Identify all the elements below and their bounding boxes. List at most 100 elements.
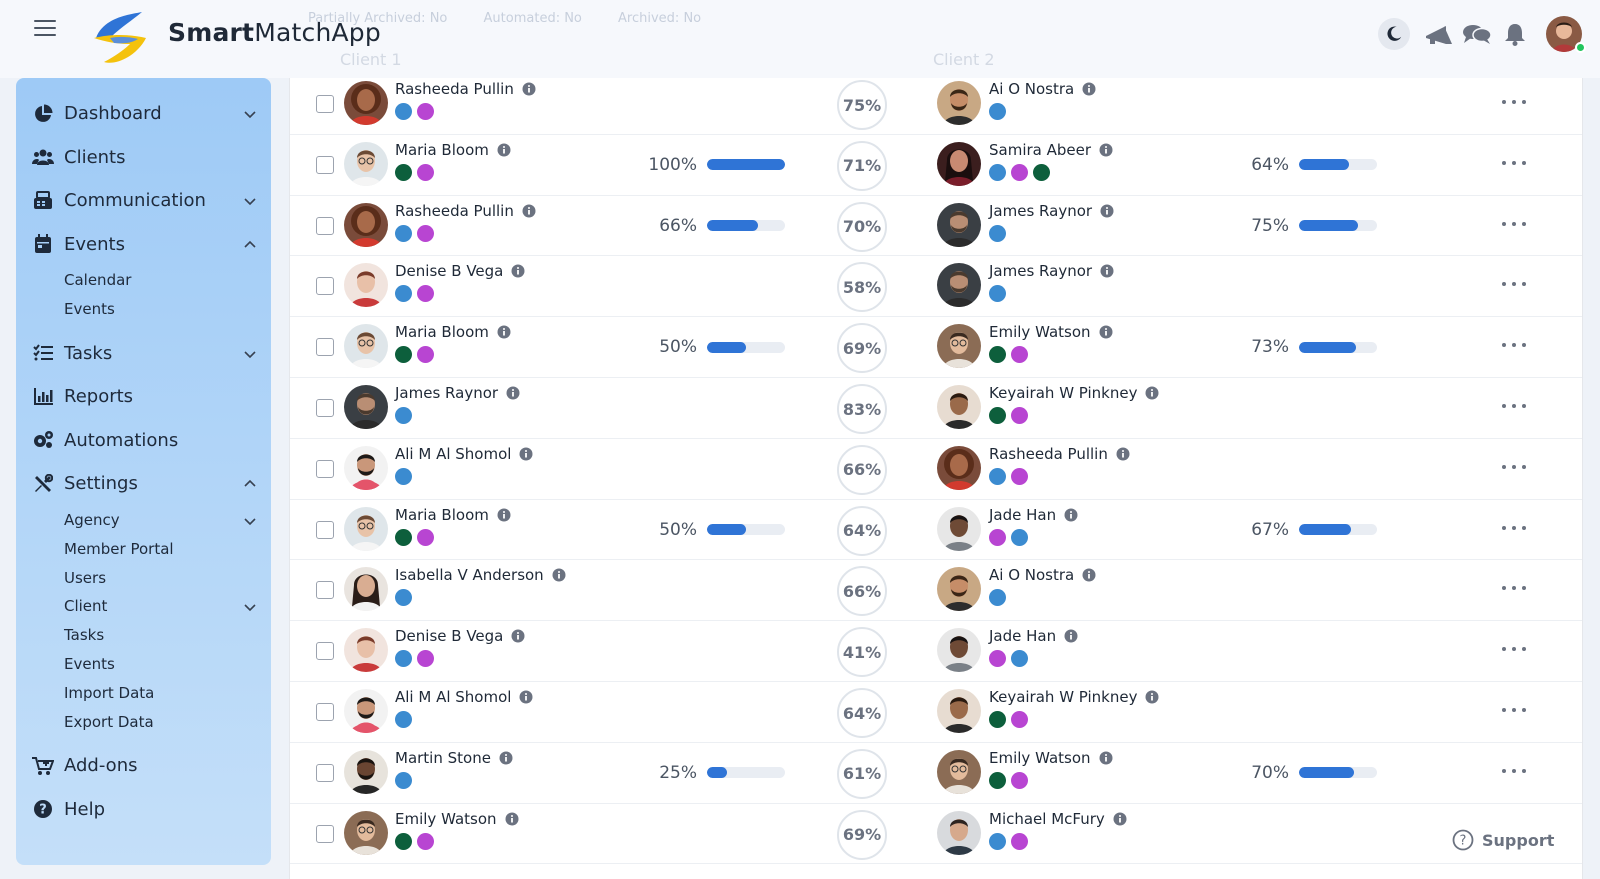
sidebar-item-settings[interactable]: Settings <box>16 462 271 506</box>
more-actions-icon[interactable] <box>1502 337 1526 353</box>
avatar[interactable] <box>937 506 981 551</box>
match-score[interactable]: 71% <box>837 140 887 191</box>
more-actions-icon[interactable] <box>1502 216 1526 232</box>
info-icon[interactable] <box>1116 447 1130 461</box>
row-checkbox[interactable] <box>316 95 334 113</box>
match-score[interactable]: 66% <box>837 444 887 495</box>
avatar[interactable] <box>344 202 388 247</box>
info-icon[interactable] <box>519 690 533 704</box>
row-checkbox[interactable] <box>316 763 334 782</box>
client-name-text[interactable]: Emily Watson <box>989 748 1091 767</box>
filter-chip[interactable]: Automated: No <box>483 11 582 26</box>
row-checkbox[interactable] <box>316 459 334 478</box>
more-actions-icon[interactable] <box>1502 580 1526 596</box>
sidebar-subitem-agency[interactable]: Agency <box>16 506 271 535</box>
filter-chip[interactable]: Archived: No <box>618 11 702 26</box>
avatar[interactable] <box>344 324 388 369</box>
info-icon[interactable] <box>499 751 513 765</box>
avatar[interactable] <box>937 567 981 612</box>
avatar[interactable] <box>937 263 981 308</box>
info-icon[interactable] <box>1100 264 1114 278</box>
notifications-button[interactable] <box>1498 19 1532 49</box>
match-score[interactable]: 58% <box>837 262 887 313</box>
info-icon[interactable] <box>1145 386 1159 400</box>
chevron-down-icon[interactable] <box>243 600 257 614</box>
chevron-up-icon[interactable] <box>243 237 257 251</box>
sidebar-item-addons[interactable]: Add-ons <box>16 744 271 788</box>
match-score[interactable]: 41% <box>837 627 887 678</box>
announcements-button[interactable] <box>1422 19 1456 49</box>
avatar[interactable] <box>937 385 981 429</box>
avatar[interactable] <box>344 628 388 673</box>
client-name-text[interactable]: Rasheeda Pullin <box>989 444 1108 463</box>
client-name-text[interactable]: Jade Han <box>989 627 1057 646</box>
sidebar-item-clients[interactable]: Clients <box>16 136 271 180</box>
info-icon[interactable] <box>519 447 533 461</box>
match-score[interactable]: 64% <box>837 505 887 556</box>
client-name-text[interactable]: Denise B Vega <box>395 262 504 281</box>
row-checkbox[interactable] <box>316 216 334 235</box>
client-name-text[interactable]: Emily Watson <box>989 323 1091 342</box>
avatar[interactable] <box>937 324 981 369</box>
messages-button[interactable] <box>1460 19 1494 49</box>
info-icon[interactable] <box>497 143 511 157</box>
sidebar-item-events[interactable]: Events <box>16 223 271 267</box>
row-checkbox[interactable] <box>316 338 334 357</box>
row-checkbox[interactable] <box>316 399 334 417</box>
client-name-text[interactable]: Jade Han <box>989 505 1057 524</box>
sidebar-item-reports[interactable]: Reports <box>16 375 271 419</box>
client-name-text[interactable]: Rasheeda Pullin <box>395 201 514 220</box>
more-actions-icon[interactable] <box>1502 641 1526 657</box>
info-icon[interactable] <box>1082 82 1096 96</box>
more-actions-icon[interactable] <box>1502 94 1526 110</box>
client-name-text[interactable]: Ali M Al Shomol <box>395 688 512 706</box>
avatar[interactable] <box>937 81 981 125</box>
info-icon[interactable] <box>1099 325 1113 339</box>
dark-mode-toggle[interactable] <box>1378 18 1410 50</box>
menu-icon[interactable] <box>34 20 56 36</box>
info-icon[interactable] <box>1100 204 1114 218</box>
match-score[interactable]: 75% <box>837 80 887 130</box>
client-name-text[interactable]: James Raynor <box>989 262 1093 281</box>
chevron-up-icon[interactable] <box>243 476 257 490</box>
info-icon[interactable] <box>497 508 511 522</box>
row-checkbox[interactable] <box>316 520 334 539</box>
more-actions-icon[interactable] <box>1502 155 1526 171</box>
row-checkbox[interactable] <box>316 155 334 174</box>
sidebar-subitem-client[interactable]: Client <box>16 592 271 621</box>
avatar[interactable] <box>937 810 981 855</box>
info-icon[interactable] <box>1082 568 1096 582</box>
client-name-text[interactable]: Keyairah W Pinkney <box>989 688 1138 706</box>
avatar[interactable] <box>937 202 981 247</box>
more-actions-icon[interactable] <box>1502 520 1526 536</box>
info-icon[interactable] <box>522 204 536 218</box>
match-score[interactable]: 69% <box>837 323 887 374</box>
avatar[interactable] <box>344 689 388 733</box>
avatar[interactable] <box>344 141 388 186</box>
sidebar-subitem-tasks[interactable]: Tasks <box>16 621 271 650</box>
info-icon[interactable] <box>511 629 525 643</box>
info-icon[interactable] <box>1064 629 1078 643</box>
avatar[interactable] <box>344 567 388 612</box>
avatar[interactable] <box>937 445 981 490</box>
sidebar-item-communication[interactable]: Communication <box>16 179 271 223</box>
client-name-text[interactable]: Keyairah W Pinkney <box>989 384 1138 402</box>
client-name-text[interactable]: Emily Watson <box>395 809 497 828</box>
client-name-text[interactable]: James Raynor <box>989 201 1093 220</box>
user-avatar[interactable] <box>1546 16 1582 52</box>
info-icon[interactable] <box>552 568 566 582</box>
row-checkbox[interactable] <box>316 581 334 600</box>
avatar[interactable] <box>937 141 981 186</box>
sidebar-subitem-member-portal[interactable]: Member Portal <box>16 534 271 563</box>
match-score[interactable]: 70% <box>837 201 887 252</box>
match-score[interactable]: 69% <box>837 809 887 860</box>
client-name-text[interactable]: Ai O Nostra <box>989 80 1075 98</box>
sidebar-subitem-calendar[interactable]: Calendar <box>16 266 271 295</box>
info-icon[interactable] <box>1099 751 1113 765</box>
client-name-text[interactable]: Denise B Vega <box>395 627 504 646</box>
match-score[interactable]: 66% <box>837 566 887 617</box>
chevron-down-icon[interactable] <box>243 514 257 528</box>
sidebar-subitem-users[interactable]: Users <box>16 563 271 592</box>
client-name-text[interactable]: Ai O Nostra <box>989 566 1075 585</box>
sidebar-subitem-export-data[interactable]: Export Data <box>16 707 271 736</box>
